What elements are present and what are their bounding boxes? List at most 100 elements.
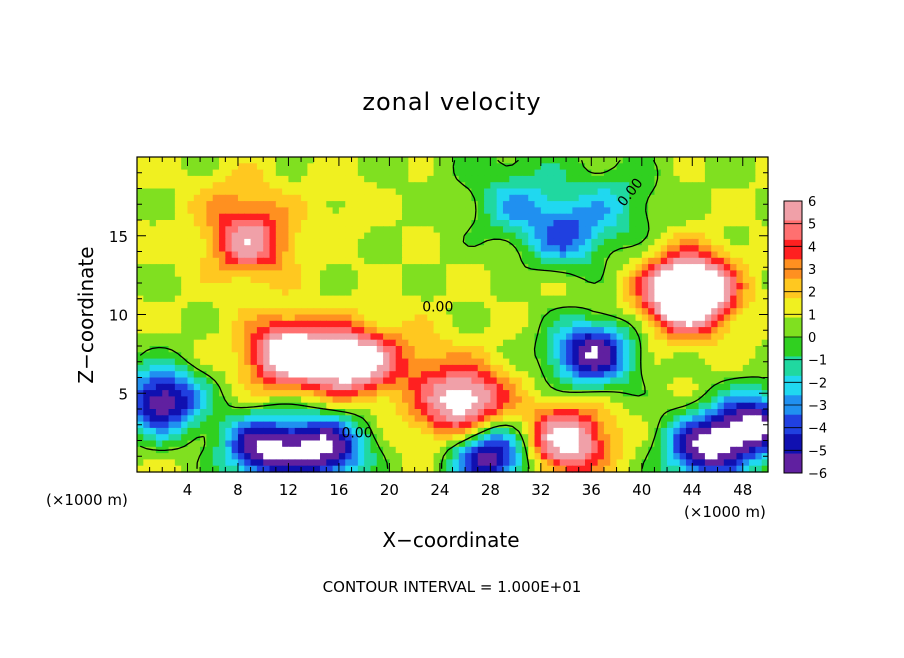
heatmap-cell: [521, 409, 529, 416]
heatmap-cell: [155, 333, 163, 341]
heatmap-cell: [307, 157, 315, 164]
heatmap-cell: [654, 459, 662, 467]
heatmap-cell: [667, 245, 674, 253]
heatmap-cell: [685, 301, 693, 309]
heatmap-cell: [635, 232, 643, 240]
heatmap-cell: [749, 308, 756, 316]
heatmap-cell: [755, 295, 763, 303]
heatmap-cell: [660, 157, 668, 164]
heatmap-cell: [338, 232, 346, 240]
heatmap-cell: [622, 194, 630, 202]
heatmap-cell: [282, 446, 290, 454]
heatmap-cell: [559, 371, 567, 379]
heatmap-cell: [616, 175, 624, 183]
heatmap-cell: [433, 390, 441, 397]
heatmap-cell: [591, 295, 599, 303]
heatmap-cell: [168, 459, 176, 467]
heatmap-cell: [408, 308, 416, 316]
heatmap-cell: [402, 270, 409, 278]
heatmap-cell: [616, 459, 624, 467]
heatmap-cell: [370, 251, 378, 259]
heatmap-cell: [553, 270, 561, 278]
heatmap-cell: [244, 157, 252, 164]
heatmap-cell: [206, 396, 214, 404]
heatmap-cell: [162, 213, 170, 221]
heatmap-cell: [610, 188, 618, 196]
heatmap-cell: [553, 295, 561, 303]
heatmap-cell: [294, 188, 302, 196]
heatmap-cell: [742, 251, 750, 259]
heatmap-cell: [402, 308, 409, 316]
heatmap-cell: [244, 245, 252, 253]
heatmap-cell: [673, 169, 681, 177]
heatmap-cell: [641, 264, 649, 271]
heatmap-cell: [749, 415, 756, 423]
heatmap-cell: [616, 358, 624, 366]
heatmap-cell: [187, 157, 195, 164]
heatmap-cell: [137, 314, 144, 322]
heatmap-cell: [667, 421, 674, 429]
heatmap-cell: [553, 358, 561, 366]
heatmap-cell: [692, 346, 700, 353]
heatmap-cell: [376, 396, 384, 404]
heatmap-cell: [231, 175, 239, 183]
heatmap-cell: [206, 201, 214, 208]
heatmap-cell: [515, 346, 523, 353]
heatmap-cell: [761, 364, 769, 372]
heatmap-cell: [465, 415, 473, 423]
heatmap-cell: [237, 295, 245, 303]
heatmap-cell: [149, 194, 157, 202]
heatmap-cell: [357, 459, 365, 467]
heatmap-cell: [477, 163, 485, 171]
heatmap-cell: [654, 188, 662, 196]
heatmap-cell: [244, 226, 252, 234]
heatmap-cell: [547, 220, 555, 227]
heatmap-cell: [603, 409, 611, 416]
heatmap-cell: [603, 358, 611, 366]
heatmap-cell: [282, 207, 290, 215]
heatmap-cell: [654, 415, 662, 423]
heatmap-cell: [641, 352, 649, 360]
heatmap-cell: [704, 459, 712, 467]
heatmap-cell: [395, 421, 403, 429]
heatmap-cell: [168, 163, 176, 171]
heatmap-cell: [553, 257, 561, 265]
heatmap-cell: [200, 352, 208, 360]
heatmap-cell: [610, 440, 618, 448]
heatmap-cell: [319, 427, 327, 435]
heatmap-cell: [446, 276, 454, 284]
heatmap-cell: [427, 226, 435, 234]
heatmap-cell: [585, 301, 592, 309]
heatmap-cell: [439, 245, 447, 253]
heatmap-cell: [237, 308, 245, 316]
heatmap-cell: [338, 188, 346, 196]
heatmap-cell: [547, 390, 555, 397]
heatmap-cell: [566, 201, 573, 208]
heatmap-cell: [389, 453, 397, 460]
heatmap-cell: [654, 377, 662, 385]
heatmap-cell: [698, 220, 706, 227]
heatmap-cell: [338, 440, 346, 448]
heatmap-cell: [742, 415, 750, 423]
heatmap-cell: [408, 201, 416, 208]
heatmap-cell: [477, 409, 485, 416]
heatmap-cell: [736, 339, 744, 347]
heatmap-cell: [698, 301, 706, 309]
heatmap-cell: [364, 352, 372, 360]
heatmap-cell: [332, 402, 340, 410]
heatmap-cell: [225, 358, 233, 366]
heatmap-cell: [446, 352, 454, 360]
heatmap-cell: [383, 226, 390, 234]
heatmap-cell: [357, 276, 365, 284]
heatmap-cell: [168, 238, 176, 246]
heatmap-cell: [761, 402, 769, 410]
heatmap-cell: [660, 169, 668, 177]
heatmap-cell: [446, 390, 454, 397]
heatmap-cell: [673, 175, 681, 183]
heatmap-cell: [383, 396, 390, 404]
heatmap-cell: [629, 358, 637, 366]
heatmap-cell: [174, 377, 182, 385]
heatmap-cell: [610, 238, 618, 246]
heatmap-cell: [155, 201, 163, 208]
heatmap-cell: [319, 188, 327, 196]
